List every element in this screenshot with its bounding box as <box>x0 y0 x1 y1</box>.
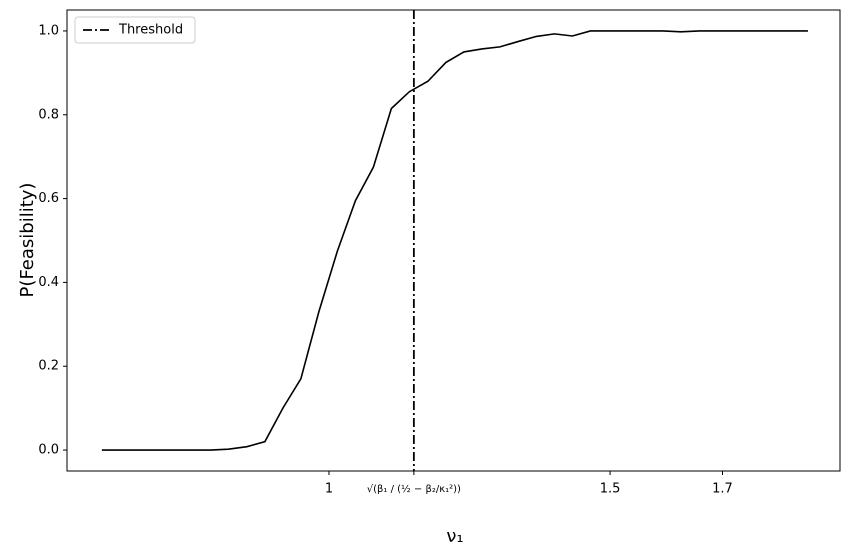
x-tick-label: 1 <box>325 482 333 497</box>
line <box>101 30 808 451</box>
plot-frame <box>66 9 841 472</box>
legend-box <box>74 16 196 44</box>
x-axis-title: ν₁ <box>446 526 463 547</box>
x-tick-label: √(β₁ / (½ − β₂/κ₁²)) <box>367 483 461 495</box>
y-tick-label: 0.6 <box>38 191 59 206</box>
y-tick-label: 0.2 <box>38 359 59 374</box>
legend-label: Threshold <box>118 23 183 38</box>
y-axis-title: P(Feasibility) <box>17 183 38 298</box>
y-tick-label: 0.4 <box>38 275 59 290</box>
x-tick-label: 1.7 <box>712 482 733 497</box>
x-tick-label: 1.5 <box>600 482 621 497</box>
y-tick-label: 0.8 <box>38 107 59 122</box>
y-tick-label: 0.0 <box>38 443 59 458</box>
y-tick-label: 1.0 <box>38 23 59 38</box>
